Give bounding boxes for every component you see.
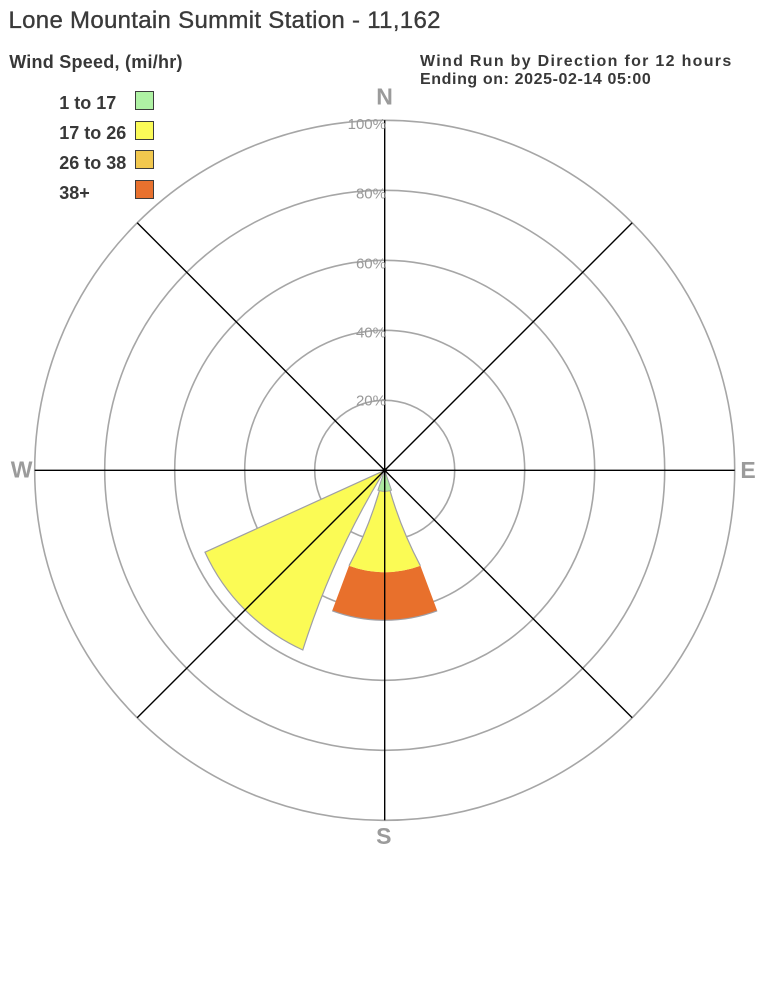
svg-text:100%: 100% (348, 116, 386, 133)
svg-text:N: N (376, 84, 393, 110)
svg-text:80%: 80% (356, 186, 386, 203)
svg-text:W: W (11, 457, 33, 483)
svg-text:40%: 40% (356, 325, 386, 342)
svg-text:20%: 20% (356, 393, 386, 410)
svg-text:S: S (376, 823, 391, 849)
svg-text:60%: 60% (356, 256, 386, 273)
svg-text:E: E (740, 457, 755, 483)
